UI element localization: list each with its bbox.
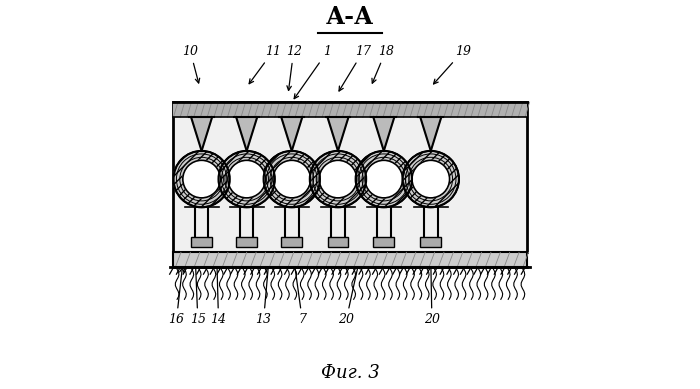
Bar: [174, 252, 526, 267]
Polygon shape: [281, 117, 302, 151]
Polygon shape: [328, 117, 349, 151]
Bar: [374, 237, 394, 247]
Bar: [328, 237, 349, 247]
Circle shape: [356, 151, 412, 207]
Text: А-А: А-А: [326, 5, 374, 29]
Text: 11: 11: [249, 45, 281, 84]
Circle shape: [264, 151, 320, 207]
Text: 15: 15: [190, 260, 206, 326]
Text: 16: 16: [169, 268, 184, 326]
Bar: [421, 237, 441, 247]
Bar: [237, 237, 257, 247]
Circle shape: [218, 151, 275, 207]
Circle shape: [174, 151, 230, 207]
Text: 12: 12: [286, 45, 302, 90]
Circle shape: [174, 151, 230, 207]
Text: 20: 20: [424, 264, 440, 326]
Bar: [281, 237, 302, 247]
Polygon shape: [373, 117, 394, 151]
Text: 18: 18: [372, 45, 393, 83]
Circle shape: [365, 160, 402, 198]
Bar: [191, 237, 212, 247]
Circle shape: [412, 160, 449, 198]
Text: Фиг. 3: Фиг. 3: [321, 364, 379, 382]
Circle shape: [264, 151, 320, 207]
Text: 7: 7: [292, 256, 307, 326]
Text: 1: 1: [294, 45, 332, 99]
Circle shape: [228, 160, 265, 198]
Bar: [174, 102, 526, 252]
Circle shape: [310, 151, 366, 207]
Circle shape: [402, 151, 459, 207]
Text: 14: 14: [211, 256, 227, 326]
Text: 20: 20: [338, 264, 360, 326]
Circle shape: [319, 160, 357, 198]
Polygon shape: [420, 117, 441, 151]
Text: 10: 10: [182, 45, 199, 83]
Bar: [174, 102, 526, 117]
Polygon shape: [236, 117, 257, 151]
Text: 17: 17: [339, 45, 371, 91]
Circle shape: [218, 151, 275, 207]
Text: 13: 13: [256, 260, 272, 326]
Circle shape: [183, 160, 220, 198]
Circle shape: [310, 151, 366, 207]
Circle shape: [356, 151, 412, 207]
Circle shape: [273, 160, 311, 198]
Text: 19: 19: [433, 45, 470, 84]
Circle shape: [402, 151, 459, 207]
Polygon shape: [191, 117, 212, 151]
